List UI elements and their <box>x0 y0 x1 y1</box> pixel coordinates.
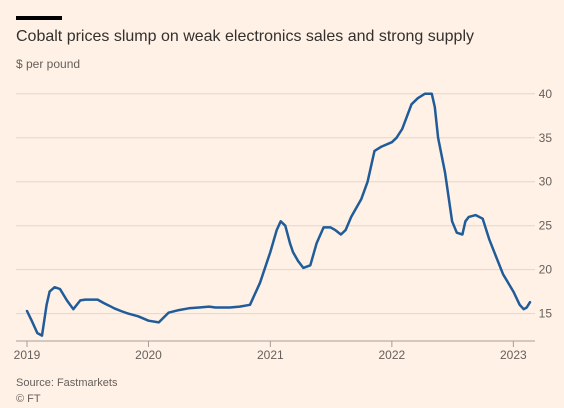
y-tick-label: 35 <box>539 131 553 145</box>
y-tick-label: 25 <box>539 219 553 233</box>
x-tick-label: 2023 <box>500 348 527 362</box>
x-tick-marks: 2019 2020 2021 2022 2023 <box>14 341 527 362</box>
x-tick-label: 2022 <box>379 348 406 362</box>
x-tick-label: 2020 <box>135 348 162 362</box>
ft-copyright: © FT <box>16 393 41 405</box>
grid-layer <box>16 93 535 342</box>
y-tick-label: 20 <box>539 263 553 277</box>
y-tick-label: 15 <box>539 307 553 321</box>
chart-title: Cobalt prices slump on weak electronics … <box>16 28 475 45</box>
y-tick-label: 30 <box>539 175 553 189</box>
cobalt-price-line <box>25 92 532 337</box>
y-tick-labels: 15 20 25 30 35 40 <box>539 87 553 321</box>
y-tick-label: 40 <box>539 87 553 101</box>
x-tick-label: 2021 <box>257 348 284 362</box>
ft-header-bar <box>16 16 62 20</box>
x-tick-label: 2019 <box>14 348 41 362</box>
y-axis-unit-label: $ per pound <box>16 57 81 71</box>
source-note: Source: Fastmarkets <box>16 377 118 389</box>
